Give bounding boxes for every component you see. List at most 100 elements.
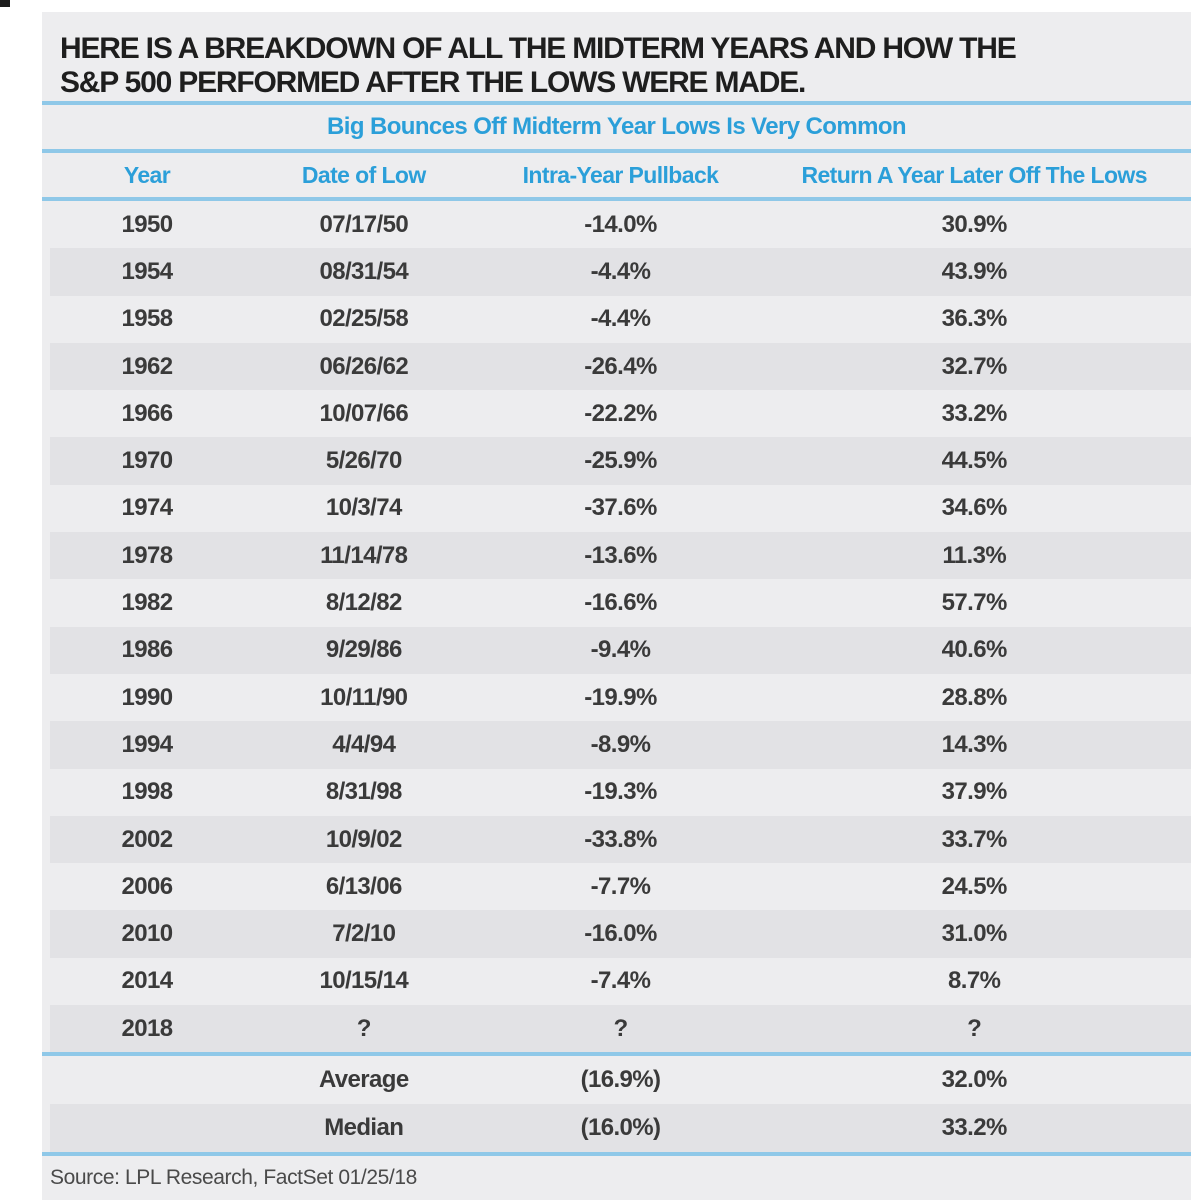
column-header-row: Year Date of Low Intra-Year Pullback Ret…: [42, 153, 1191, 197]
table-cell: 33.2%: [941, 399, 1008, 427]
table-cell: -16.6%: [584, 589, 657, 617]
table-cell: 2018: [121, 1014, 173, 1042]
table-cell: 1966: [121, 399, 173, 427]
table-row: 1982 8/12/82 -16.6% 57.7%: [42, 579, 1191, 626]
column-header-intra-year-pullback: Intra-Year Pullback: [522, 161, 719, 188]
table-summary-rows: Average (16.9%) 32.0% Median (16.0%) 33.2%: [42, 1056, 1191, 1153]
page-title: HERE IS A BREAKDOWN OF ALL THE MIDTERM Y…: [60, 32, 1017, 99]
table-row: 2006 6/13/06 -7.7% 24.5%: [42, 863, 1191, 910]
table-cell: -19.9%: [584, 683, 657, 711]
table-cell: 06/26/62: [319, 352, 409, 380]
table-cell: 30.9%: [941, 210, 1008, 238]
table-row: 1974 10/3/74 -37.6% 34.6%: [42, 485, 1191, 532]
column-header-return-a-year-later: Return A Year Later Off The Lows: [801, 161, 1147, 188]
table-cell: 1950: [121, 210, 173, 238]
table-row: 1990 10/11/90 -19.9% 28.8%: [42, 674, 1191, 721]
table-cell: 1978: [121, 541, 173, 569]
table-cell: 2010: [121, 920, 173, 948]
table-cell: 6/13/06: [325, 872, 402, 900]
table-cell: 2002: [121, 825, 173, 853]
table-cell: 40.6%: [941, 636, 1008, 664]
table-cell: -37.6%: [584, 494, 657, 522]
table-cell: -7.7%: [590, 872, 651, 900]
table-row: 1978 11/14/78 -13.6% 11.3%: [42, 532, 1191, 580]
table-row: Average (16.9%) 32.0%: [42, 1056, 1191, 1104]
divider-top: [42, 101, 1191, 105]
table-cell: -33.8%: [584, 825, 657, 853]
table-row: 1966 10/07/66 -22.2% 33.2%: [42, 390, 1191, 437]
table-cell: 8/12/82: [325, 589, 402, 617]
table-cell: 08/31/54: [319, 257, 409, 285]
divider-above-summary: [42, 1052, 1191, 1057]
table-cell: 43.9%: [941, 257, 1008, 285]
table-cell: 31.0%: [941, 920, 1008, 948]
table-cell: 5/26/70: [325, 447, 402, 475]
table-title-row: Big Bounces Off Midterm Year Lows Is Ver…: [42, 105, 1191, 149]
table-cell: 1998: [121, 778, 173, 806]
table-row: 1986 9/29/86 -9.4% 40.6%: [42, 626, 1191, 674]
table-cell: 57.7%: [941, 589, 1008, 617]
table-cell: 2014: [121, 967, 173, 995]
table-cell: -16.0%: [584, 920, 657, 948]
table-cell: 44.5%: [941, 447, 1008, 475]
source-attribution: Source: LPL Research, FactSet 01/25/18: [50, 1166, 417, 1190]
column-header-year: Year: [123, 161, 171, 188]
table-cell: 32.7%: [941, 352, 1008, 380]
table-cell: ?: [613, 1014, 628, 1042]
table-cell: 9/29/86: [325, 636, 402, 664]
table-row: 1994 4/4/94 -8.9% 14.3%: [42, 721, 1191, 769]
table-cell: -14.0%: [584, 210, 657, 238]
title-block: HERE IS A BREAKDOWN OF ALL THE MIDTERM Y…: [42, 12, 1191, 101]
source-row: Source: LPL Research, FactSet 01/25/18: [42, 1156, 1191, 1190]
table-cell: 1958: [121, 305, 173, 333]
table-row: 1950 07/17/50 -14.0% 30.9%: [42, 201, 1191, 248]
table-cell: 1970: [121, 447, 173, 475]
table-cell: (16.0%): [580, 1114, 661, 1142]
table-cell: -25.9%: [584, 447, 657, 475]
table-cell: -13.6%: [584, 541, 657, 569]
table-cell: 1986: [121, 636, 173, 664]
table-cell: -26.4%: [584, 352, 657, 380]
table-cell: 10/3/74: [325, 494, 402, 522]
table-cell: 8/31/98: [325, 778, 402, 806]
table-cell: 1954: [121, 257, 173, 285]
table-cell: 1962: [121, 352, 173, 380]
table-cell: 24.5%: [941, 872, 1008, 900]
table-panel: HERE IS A BREAKDOWN OF ALL THE MIDTERM Y…: [42, 12, 1191, 1200]
divider-under-headers: [42, 197, 1191, 201]
table-row: 1998 8/31/98 -19.3% 37.9%: [42, 769, 1191, 816]
table-cell: 36.3%: [941, 305, 1008, 333]
table-cell: 02/25/58: [319, 305, 409, 333]
table-cell: 07/17/50: [319, 210, 409, 238]
table-cell: (16.9%): [580, 1066, 661, 1094]
table-cell: ?: [356, 1014, 372, 1042]
table-cell: Median: [324, 1114, 404, 1142]
table-cell: -4.4%: [590, 257, 651, 285]
table-cell: 28.8%: [941, 683, 1008, 711]
table-cell: 11.3%: [942, 541, 1007, 569]
divider-under-title: [42, 149, 1191, 153]
table-cell: 1974: [121, 494, 173, 522]
table-cell: 33.2%: [941, 1114, 1008, 1142]
table-cell: 7/2/10: [332, 920, 396, 948]
table-row: Median (16.0%) 33.2%: [42, 1104, 1191, 1153]
table-title: Big Bounces Off Midterm Year Lows Is Ver…: [327, 113, 907, 140]
table-cell: 33.7%: [941, 825, 1008, 853]
table-cell: 4/4/94: [332, 730, 396, 758]
table-cell: 32.0%: [941, 1066, 1008, 1094]
table-cell: 34.6%: [941, 494, 1008, 522]
table-cell: -7.4%: [590, 967, 651, 995]
table-cell: 8.7%: [948, 967, 1001, 995]
table-cell: -22.2%: [584, 399, 657, 427]
table-cell: 1982: [121, 589, 173, 617]
table-row: 1962 06/26/62 -26.4% 32.7%: [42, 342, 1191, 391]
table-row: 1958 02/25/58 -4.4% 36.3%: [42, 296, 1191, 343]
corner-artifact-mark: [0, 0, 10, 7]
table-row: 2010 7/2/10 -16.0% 31.0%: [42, 910, 1191, 958]
table-row: 2018???: [42, 1005, 1191, 1053]
table-cell: 1994: [121, 730, 173, 758]
table-cell: 11/14/78: [320, 541, 408, 569]
table-cell: -9.4%: [590, 636, 651, 664]
table-cell: 10/07/66: [319, 399, 409, 427]
table-cell: 10/15/14: [319, 967, 409, 995]
